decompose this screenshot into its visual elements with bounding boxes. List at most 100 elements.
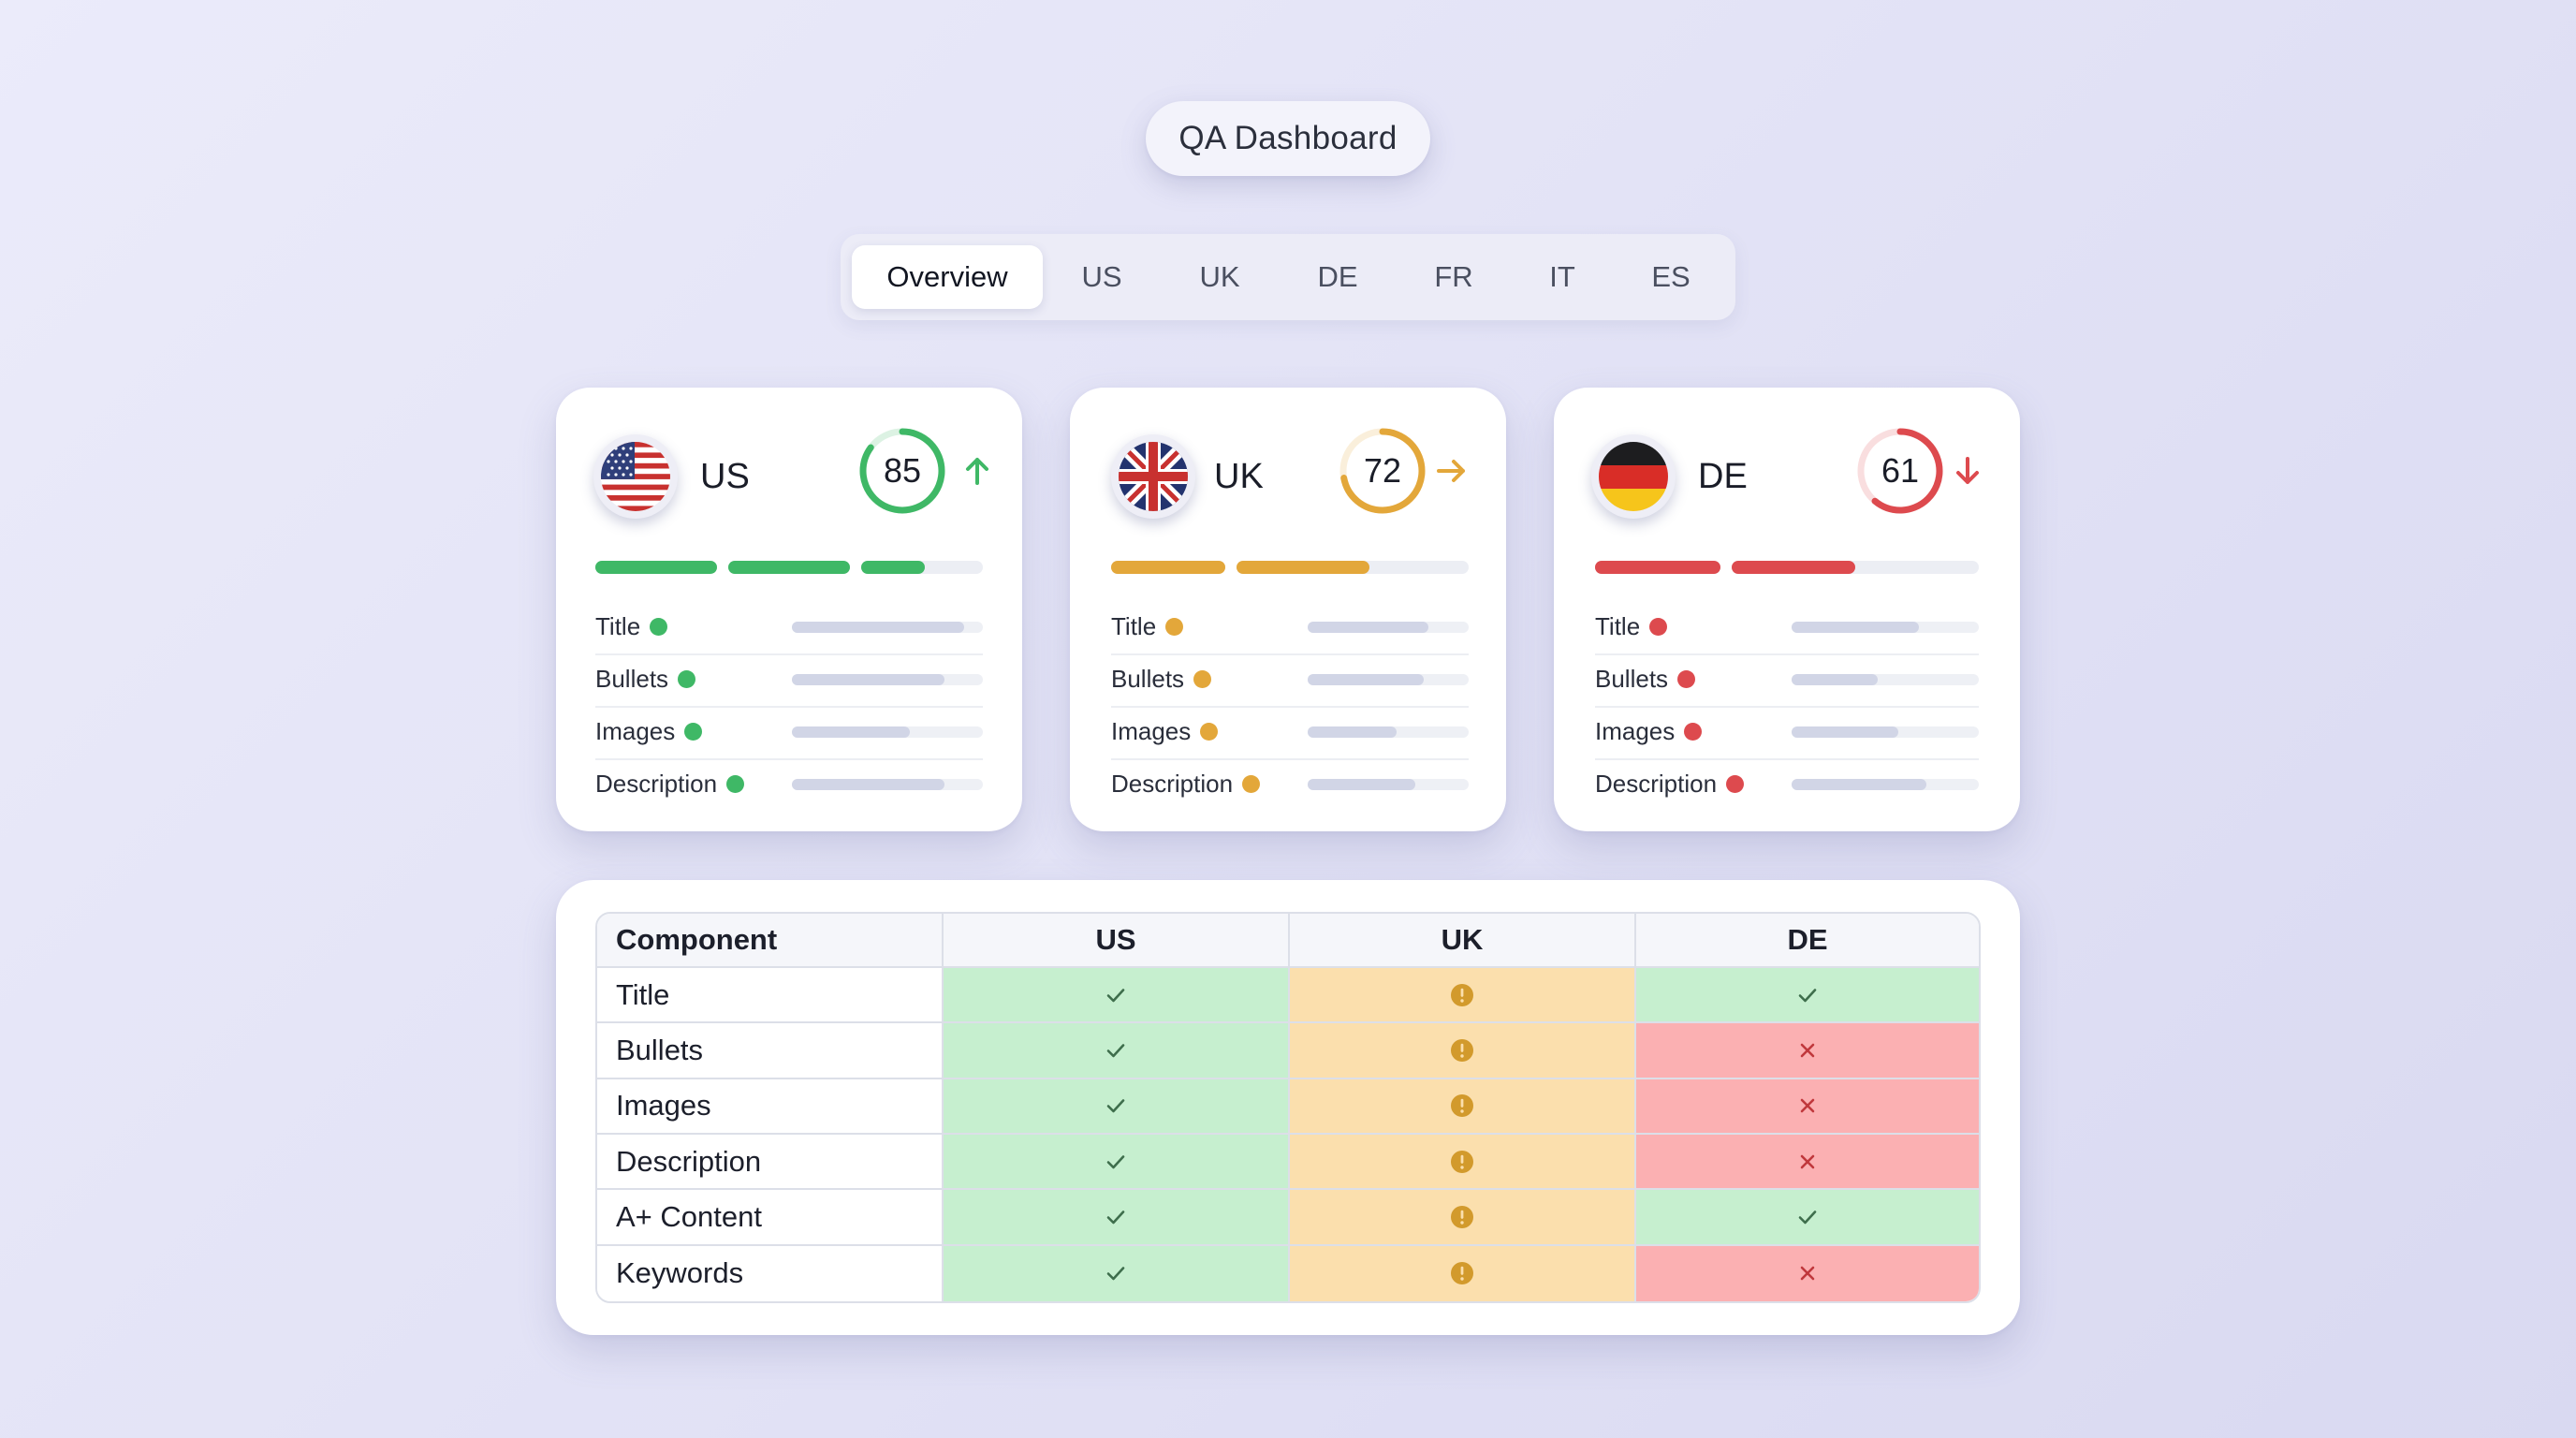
check-icon (1106, 1044, 1125, 1058)
component-status-table-card: Component US UK DE Title Bullets Images Des… (556, 880, 2020, 1335)
table-row-label: A+ Content (597, 1190, 944, 1246)
status-dot (684, 723, 703, 741)
table-row-label: Keywords (597, 1245, 944, 1301)
country-card-de[interactable]: DE 61 Title Bullets Images Description (1554, 388, 2020, 831)
table-header-us: US (944, 914, 1290, 968)
status-cell (1290, 1023, 1636, 1079)
status-cell (1290, 1245, 1636, 1301)
progress-segments (1595, 561, 1979, 574)
row-progress-bar (1792, 726, 1898, 738)
arrow-up-icon (966, 458, 988, 485)
progress-segment (595, 561, 717, 574)
progress-segment (1595, 561, 1720, 574)
check-icon (1798, 1211, 1817, 1225)
status-cell (944, 968, 1290, 1024)
status-dot (1684, 723, 1703, 741)
score-gauge: 85 (857, 426, 947, 516)
row-label: Images (1595, 717, 1676, 745)
row-progress-bar (1308, 622, 1428, 633)
row-progress-bar (1792, 779, 1926, 790)
status-cell (944, 1023, 1290, 1079)
list-item: Images (1111, 708, 1469, 760)
status-cell (1290, 1134, 1636, 1191)
cross-icon (1800, 1099, 1815, 1113)
table-row-label: Description (597, 1134, 944, 1191)
status-cell (944, 1245, 1290, 1301)
score-ring (1339, 428, 1426, 514)
progress-segments (1111, 561, 1469, 574)
row-label: Description (1111, 770, 1234, 798)
tab-overview[interactable]: Overview (852, 245, 1043, 309)
tab-de[interactable]: DE (1317, 260, 1358, 293)
check-icon (1106, 1211, 1125, 1225)
status-dot (726, 775, 745, 793)
list-item: Bullets (595, 655, 983, 708)
country-code: UK (1214, 457, 1264, 496)
country-tabs: Overview US UK DE FR IT ES (841, 234, 1735, 320)
score-value: 61 (1881, 451, 1920, 490)
status-cell (1290, 968, 1636, 1024)
status-cell (944, 1134, 1290, 1191)
status-cell (1290, 1190, 1636, 1246)
warning-icon (1451, 1205, 1473, 1228)
table-row-label: Title (597, 968, 944, 1024)
row-label: Title (1111, 612, 1157, 640)
check-icon (1106, 1267, 1125, 1281)
list-item: Description (1111, 760, 1469, 813)
row-label: Title (1595, 612, 1641, 640)
warning-icon (1451, 1038, 1473, 1062)
status-cell (1636, 1134, 1979, 1191)
tab-es[interactable]: ES (1651, 260, 1690, 293)
row-progress-bar (792, 622, 964, 633)
score-ring (859, 428, 945, 514)
check-icon (1106, 1099, 1125, 1113)
arrow-right-icon (1437, 460, 1465, 482)
component-status-table: Component US UK DE Title Bullets Images Des… (595, 912, 1981, 1303)
table-row-label: Bullets (597, 1023, 944, 1079)
list-item: Images (1595, 708, 1979, 760)
status-cell (1636, 968, 1979, 1024)
us-flag-icon (593, 434, 678, 519)
tab-it[interactable]: IT (1549, 260, 1575, 293)
row-progress-bar (792, 674, 945, 685)
status-cell (1636, 1245, 1979, 1301)
tab-us[interactable]: US (1081, 260, 1122, 293)
tab-fr[interactable]: FR (1434, 260, 1473, 293)
list-item: Bullets (1111, 655, 1469, 708)
list-item: Title (595, 603, 983, 655)
page-title: QA Dashboard (1146, 101, 1430, 176)
table-header-uk: UK (1290, 914, 1636, 968)
warning-icon (1451, 1094, 1473, 1118)
progress-segments (595, 561, 983, 574)
warning-icon (1451, 1262, 1473, 1285)
list-item: Title (1595, 603, 1979, 655)
arrow-down-icon (1956, 457, 1979, 484)
status-dot (1726, 775, 1745, 793)
warning-icon (1451, 1150, 1473, 1173)
row-progress-bar (1308, 726, 1397, 738)
warning-icon (1451, 983, 1473, 1006)
list-item: Bullets (1595, 655, 1979, 708)
row-label: Bullets (1111, 665, 1185, 693)
table-row-label: Images (597, 1078, 944, 1135)
status-dot (1649, 618, 1668, 636)
row-progress-bar (1792, 674, 1878, 685)
list-item: Description (1595, 760, 1979, 813)
row-label: Description (1595, 770, 1718, 798)
status-cell (1636, 1023, 1979, 1079)
score-gauge: 72 (1338, 426, 1427, 516)
cross-icon (1800, 1154, 1815, 1168)
country-card-uk[interactable]: UK 72 Title Bullets Images Description (1070, 388, 1506, 831)
row-label: Description (595, 770, 718, 798)
row-label: Images (1111, 717, 1192, 745)
score-ring (1857, 428, 1943, 514)
country-code: DE (1698, 457, 1748, 496)
list-item: Images (595, 708, 983, 760)
tab-uk[interactable]: UK (1199, 260, 1240, 293)
country-card-us[interactable]: US 85 Title Bullets Images Descripti (556, 388, 1022, 831)
de-flag-icon (1591, 434, 1676, 519)
row-progress-bar (1308, 674, 1424, 685)
row-label: Bullets (595, 665, 669, 693)
status-dot (678, 670, 696, 688)
status-dot (1242, 775, 1261, 793)
